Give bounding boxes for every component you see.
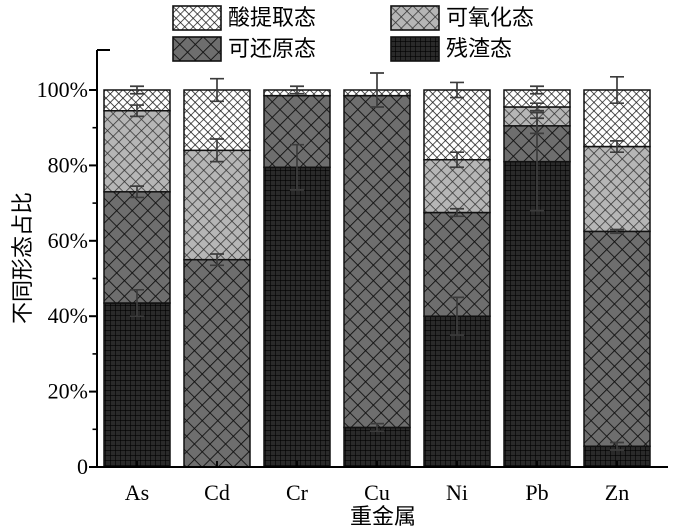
y-axis-title: 不同形态占比 <box>10 192 35 324</box>
x-category-label-pb: Pb <box>525 480 548 505</box>
bar-segment-Ni-oxidizable <box>423 158 491 214</box>
error-bar-Pb-oxidizable <box>530 102 544 112</box>
bar-segment-Ni-acid <box>423 89 491 161</box>
legend-label-acid: 酸提取态 <box>228 5 317 30</box>
error-bar-Cd-reducible <box>210 253 224 267</box>
error-bar-As-residual <box>130 288 144 318</box>
error-bar-Cr-acid <box>290 85 304 95</box>
bar-segment-Cu-reducible <box>343 94 411 429</box>
legend-label-residual: 残渣态 <box>446 36 513 61</box>
x-category-label-ni: Ni <box>446 480 468 505</box>
labels-layer: 0 20% 40% 60% 80% 100% As Cd Cr Cu Ni Pb… <box>10 77 629 529</box>
error-bar-As-oxidizable <box>130 104 144 118</box>
legend-label-reducible: 可还原态 <box>228 36 317 61</box>
bar-segment-Cd-oxidizable <box>183 149 251 261</box>
bar-segment-Zn-oxidizable <box>583 145 651 233</box>
x-category-label-cd: Cd <box>204 480 230 505</box>
x-category-label-cr: Cr <box>286 480 309 505</box>
x-axis-title: 重金属 <box>350 504 416 529</box>
error-bar-Zn-reducible <box>610 228 624 235</box>
bar-segment-As-oxidizable <box>103 109 171 193</box>
reducible-pattern-swatch-icon <box>172 36 222 62</box>
error-bar-Cu-residual <box>370 422 384 433</box>
legend-item-reducible: 可还原态 <box>172 36 390 62</box>
bar-segment-Ni-residual <box>423 315 491 468</box>
error-bar-Ni-reducible <box>450 207 464 218</box>
error-bar-As-reducible <box>130 185 144 199</box>
error-bar-Zn-acid <box>610 75 624 105</box>
error-bar-Ni-oxidizable <box>450 151 464 169</box>
error-bar-Ni-acid <box>450 81 464 99</box>
y-tick-label-20: 20% <box>48 379 88 404</box>
bar-segment-As-reducible <box>103 191 171 304</box>
legend-label-oxidizable: 可氧化态 <box>446 5 535 30</box>
y-tick-label-0: 0 <box>77 454 88 479</box>
y-tick-label-80: 80% <box>48 152 88 177</box>
bar-segment-Cd-reducible <box>183 258 251 468</box>
error-bar-As-acid <box>130 85 144 95</box>
bar-segment-Pb-residual <box>503 160 571 468</box>
y-tick-label-40: 40% <box>48 303 88 328</box>
bar-segment-Zn-reducible <box>583 230 651 448</box>
x-category-label-cu: Cu <box>364 480 390 505</box>
chart-legend: 酸提取态 可氧化态 可还原态 残渣态 <box>172 5 534 62</box>
oxidizable-pattern-swatch-icon <box>390 5 440 31</box>
error-bar-Pb-acid <box>530 85 544 95</box>
error-bar-Pb-reducible <box>530 117 544 135</box>
error-bar-Ni-residual <box>450 296 464 336</box>
error-bar-Cr-residual <box>290 143 304 191</box>
y-tick-label-60: 60% <box>48 228 88 253</box>
error-bar-Cd-oxidizable <box>210 138 224 163</box>
bar-segment-As-residual <box>103 302 171 468</box>
y-tick-label-100: 100% <box>37 77 88 102</box>
error-bars-layer <box>130 72 624 451</box>
axes-layer <box>89 49 668 468</box>
x-category-label-as: As <box>125 480 149 505</box>
legend-item-residual: 残渣态 <box>390 36 534 62</box>
legend-item-acid: 酸提取态 <box>172 5 390 31</box>
bars-layer <box>103 89 651 468</box>
bar-segment-Cr-residual <box>263 166 331 468</box>
error-bar-Zn-oxidizable <box>610 140 624 154</box>
acid-pattern-swatch-icon <box>172 5 222 31</box>
legend-item-oxidizable: 可氧化态 <box>390 5 534 31</box>
error-bar-Zn-residual <box>610 441 624 451</box>
residual-pattern-swatch-icon <box>390 36 440 62</box>
error-bar-Cd-acid <box>210 77 224 103</box>
x-category-label-zn: Zn <box>605 480 629 505</box>
error-bar-Cu-acid <box>370 72 384 108</box>
